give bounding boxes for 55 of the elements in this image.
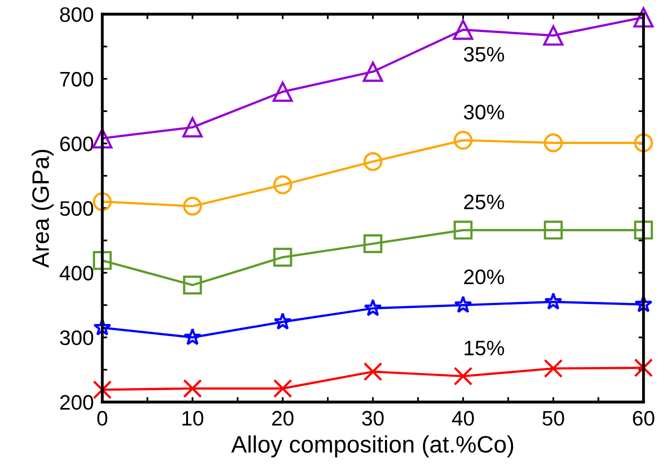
y-tick-label: 700	[60, 72, 94, 87]
x-tick-label: 0	[97, 410, 108, 426]
x-axis-title: Alloy composition (at.%Co)	[231, 435, 514, 458]
x-tick-label: 50	[542, 410, 564, 426]
point	[633, 7, 654, 28]
series-label: 20%	[464, 270, 504, 284]
point	[93, 318, 112, 336]
point	[92, 128, 112, 148]
point	[274, 312, 292, 330]
point	[454, 296, 472, 313]
point	[634, 133, 653, 152]
y-tick-label: 200	[60, 395, 94, 410]
y-tick-label: 400	[60, 266, 94, 281]
point	[634, 358, 653, 378]
point	[544, 292, 562, 310]
point	[363, 234, 382, 254]
point	[452, 20, 474, 40]
x-tick-label: 30	[362, 410, 384, 426]
x-tick-label: 10	[182, 410, 204, 426]
y-tick-label: 500	[60, 201, 94, 216]
x-tick-label: 60	[632, 410, 654, 426]
point	[273, 248, 292, 267]
point	[183, 328, 202, 346]
point	[544, 358, 563, 378]
point	[182, 117, 203, 138]
point	[634, 220, 653, 240]
y-tick-label: 600	[60, 136, 94, 152]
series-label: 30%	[464, 104, 504, 120]
point	[92, 380, 112, 400]
x-tick-label: 20	[272, 410, 294, 426]
point	[363, 152, 382, 172]
point	[362, 62, 384, 82]
series-label: 15%	[464, 340, 504, 356]
point	[273, 175, 292, 194]
point	[544, 133, 563, 152]
point	[454, 366, 473, 386]
point	[92, 251, 112, 270]
y-tick-label: 800	[60, 7, 94, 22]
point	[544, 220, 563, 240]
x-tick-label: 40	[452, 410, 474, 426]
series-label: 35%	[464, 46, 504, 62]
point	[363, 362, 382, 382]
series-label: 25%	[464, 194, 504, 210]
point	[543, 25, 564, 46]
point	[272, 82, 293, 102]
point	[364, 298, 382, 316]
y-tick-label: 300	[60, 330, 94, 346]
point	[92, 192, 112, 212]
point	[454, 130, 473, 150]
point	[183, 379, 202, 398]
point	[183, 196, 202, 216]
point	[183, 276, 202, 294]
point	[273, 379, 292, 398]
y-axis-title: Area (GPa)	[32, 150, 54, 268]
point	[454, 220, 473, 240]
